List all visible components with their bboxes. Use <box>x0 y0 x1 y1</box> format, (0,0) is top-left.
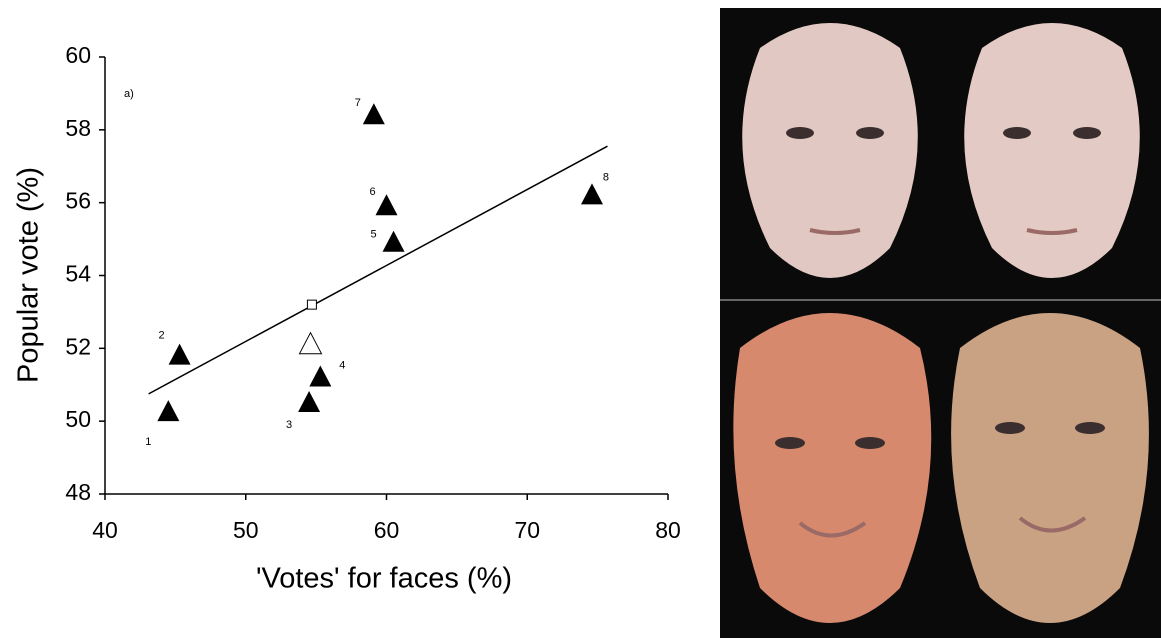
y-tick-label: 58 <box>65 115 91 141</box>
y-tick-label: 52 <box>65 333 91 359</box>
x-tick-label: 60 <box>374 517 400 543</box>
point <box>157 400 179 421</box>
y-tick-label: 60 <box>65 42 91 68</box>
point-label: 2 <box>159 330 165 342</box>
y-tick-label: 50 <box>65 406 91 432</box>
face <box>964 23 1140 278</box>
open-point <box>307 300 316 309</box>
figure: a) 'Votes' for faces (%) Popular vote (%… <box>0 0 1161 638</box>
point <box>309 365 331 386</box>
point-label: 4 <box>339 359 345 371</box>
point-label: 5 <box>370 229 376 241</box>
x-axis-title: 'Votes' for faces (%) <box>256 563 512 595</box>
point-label: 6 <box>369 186 375 198</box>
point <box>363 103 385 124</box>
x-tick-label: 40 <box>92 517 118 543</box>
face <box>951 313 1149 623</box>
y-tick-label: 54 <box>65 261 91 287</box>
point-label: 1 <box>145 436 151 448</box>
point <box>169 344 191 365</box>
point-label: 3 <box>286 419 292 431</box>
x-tick-label: 50 <box>233 517 259 543</box>
y-axis-title: Popular vote (%) <box>13 167 45 383</box>
chart: a) 'Votes' for faces (%) Popular vote (%… <box>0 0 720 638</box>
y-tick-label: 56 <box>65 188 91 214</box>
open-point <box>299 333 321 354</box>
point <box>581 183 603 204</box>
point <box>298 391 320 412</box>
x-tick-label: 80 <box>655 517 681 543</box>
face <box>733 313 931 623</box>
point-label: 8 <box>603 171 609 183</box>
trendline <box>149 146 608 394</box>
point <box>383 231 405 252</box>
face-panel <box>720 8 1161 638</box>
point <box>376 194 398 215</box>
point-label: 7 <box>355 97 361 109</box>
y-tick-label: 48 <box>65 479 91 505</box>
panel-label: a) <box>124 88 134 100</box>
face <box>742 23 918 278</box>
x-tick-label: 70 <box>514 517 540 543</box>
